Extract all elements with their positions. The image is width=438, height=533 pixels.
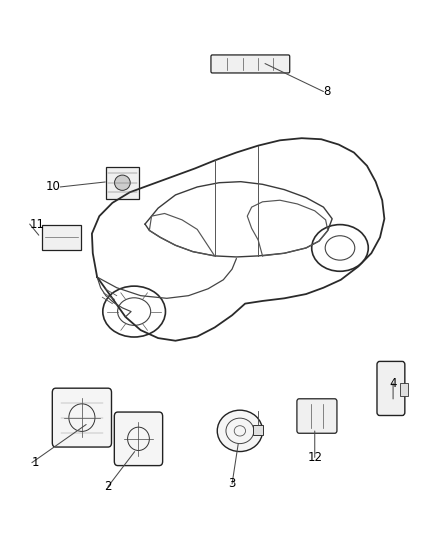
FancyBboxPatch shape — [297, 399, 337, 433]
Text: 11: 11 — [30, 217, 45, 231]
FancyBboxPatch shape — [106, 167, 139, 199]
Ellipse shape — [115, 175, 130, 190]
FancyBboxPatch shape — [114, 412, 162, 466]
FancyBboxPatch shape — [42, 224, 81, 250]
Text: 4: 4 — [389, 377, 397, 390]
Text: 3: 3 — [228, 478, 236, 490]
FancyBboxPatch shape — [400, 383, 408, 396]
Text: 2: 2 — [104, 480, 112, 493]
Text: 10: 10 — [45, 181, 60, 193]
Ellipse shape — [217, 410, 262, 451]
Text: 8: 8 — [323, 85, 331, 98]
FancyBboxPatch shape — [211, 55, 290, 73]
FancyBboxPatch shape — [52, 388, 112, 447]
FancyBboxPatch shape — [253, 424, 262, 435]
Text: 12: 12 — [307, 451, 322, 464]
Text: 1: 1 — [32, 456, 39, 469]
FancyBboxPatch shape — [377, 361, 405, 416]
